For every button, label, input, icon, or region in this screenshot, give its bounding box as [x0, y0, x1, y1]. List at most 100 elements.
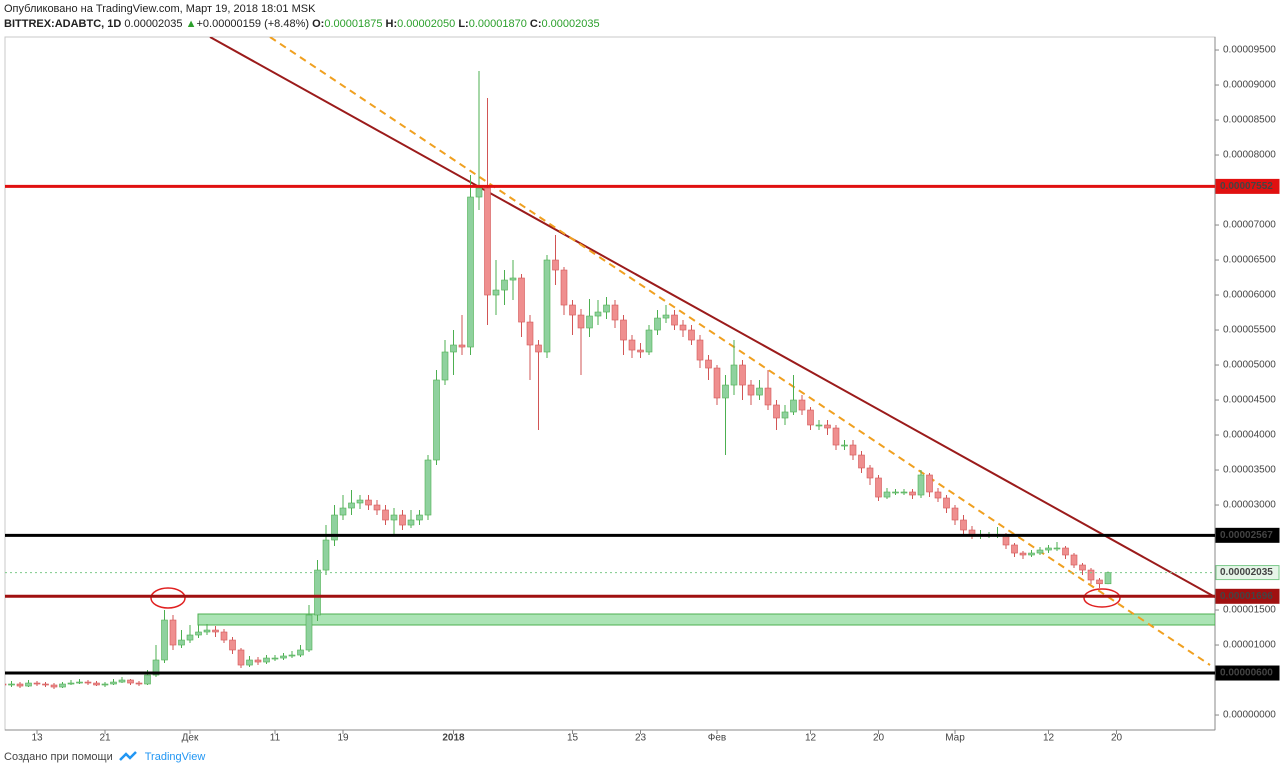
plot-area [5, 37, 1215, 690]
candle-body [263, 657, 270, 663]
candle-body [1079, 564, 1086, 571]
x-tick-label: Мар [945, 733, 965, 744]
h-label: H: [385, 18, 398, 30]
candle-body [416, 514, 423, 521]
candle-body [501, 279, 508, 291]
candle-body [858, 454, 865, 469]
candle-body [875, 477, 882, 498]
c-value: 0.00002035 [541, 18, 600, 30]
x-tick-label: 12 [805, 733, 817, 744]
candle-body [356, 499, 364, 504]
candle-body [212, 629, 219, 633]
candle-body [730, 364, 738, 386]
candle-body [475, 187, 483, 198]
y-tick-label: 0.00005000 [1223, 360, 1276, 371]
y-tick-label: 0.00001000 [1223, 640, 1276, 651]
candle-body [722, 384, 729, 399]
y-tick-label: 0.00004500 [1223, 395, 1276, 406]
candle-body [883, 491, 891, 498]
y-tick-label: 0.00003500 [1223, 465, 1276, 476]
candle-body [671, 314, 678, 326]
candle-body [781, 411, 789, 419]
candle-body [1070, 554, 1078, 566]
candle-body [169, 619, 177, 646]
candle-body [849, 444, 857, 456]
logo [118, 751, 137, 761]
trend-line-dashed [269, 37, 1211, 666]
price-level-label: 0.00002035 [1220, 567, 1273, 578]
footer-brand[interactable]: TradingView [144, 751, 206, 763]
x-tick-label: 11 [270, 733, 281, 744]
y-tick-label: 0.00003000 [1223, 500, 1276, 511]
price-level-label: 0.00000600 [1220, 668, 1273, 679]
candle-body [552, 259, 559, 271]
candle-body [909, 491, 916, 496]
candle-body [84, 681, 92, 684]
candle-body [322, 539, 330, 571]
candle-body [339, 507, 347, 516]
y-tick-label: 0.00007000 [1223, 220, 1276, 231]
candle-body [152, 659, 160, 676]
candle-body [382, 509, 389, 521]
candle-body [348, 502, 355, 509]
candle-body [178, 639, 185, 646]
y-tick-label: 0.00009500 [1223, 45, 1276, 56]
candle-body [518, 277, 525, 323]
y-tick-label: 0.00000000 [1223, 710, 1276, 721]
o-label: O: [312, 18, 325, 30]
candle-body [484, 187, 491, 296]
price-level-tag [1215, 665, 1280, 681]
candle-body [101, 683, 109, 686]
price-level-label: 0.00002567 [1220, 530, 1273, 541]
y-tick-label: 0.00008000 [1223, 150, 1276, 161]
candle-body [1096, 579, 1103, 585]
candle-body [33, 682, 41, 685]
x-tick-label: 23 [635, 733, 647, 744]
candle-body [161, 619, 168, 661]
candle-body [50, 684, 58, 688]
x-tick-label: Дек [182, 733, 199, 744]
candle-body [467, 196, 474, 348]
candle-body [594, 311, 602, 317]
candle-body [458, 344, 466, 348]
support-zone [197, 613, 1215, 626]
candle-body [679, 324, 687, 331]
x-tick-label: Фев [708, 733, 726, 744]
candle-body [756, 387, 763, 396]
candle-body [229, 639, 236, 651]
candle-body [926, 474, 933, 493]
published-note: Опубликовано на TradingView.com, Март 19… [4, 3, 316, 15]
candle-body [934, 491, 942, 499]
candle-body [866, 467, 874, 479]
candle-body [246, 659, 253, 666]
candle-body [841, 444, 848, 447]
candle-body [807, 409, 814, 426]
candle-body [960, 519, 967, 531]
l-value: 0.00001870 [468, 18, 527, 30]
candle-body [271, 657, 279, 660]
candle-body [824, 424, 831, 429]
candle-body [424, 459, 432, 516]
highlight-circle [1083, 588, 1121, 608]
footer-text: Создано при помощи [4, 751, 113, 763]
price-level-tag [1215, 565, 1280, 581]
y-tick-label: 0.00004000 [1223, 430, 1276, 441]
candle-body [798, 399, 806, 411]
candle-body [254, 659, 262, 663]
candle-body [1036, 549, 1044, 554]
candle-body [577, 314, 585, 329]
candle-body [450, 344, 457, 353]
candle-body [1028, 552, 1035, 556]
candle-body [1053, 547, 1061, 550]
price-level-tag [1215, 178, 1280, 194]
candle-body [705, 359, 712, 369]
candle-body [892, 491, 899, 494]
candle-body [16, 683, 24, 687]
candle-body [118, 679, 126, 683]
c-label: C: [529, 18, 542, 30]
candle-body [645, 329, 653, 353]
candle-body [917, 474, 925, 496]
y-tick-label: 0.00005500 [1223, 325, 1276, 336]
candle-body [127, 679, 134, 684]
